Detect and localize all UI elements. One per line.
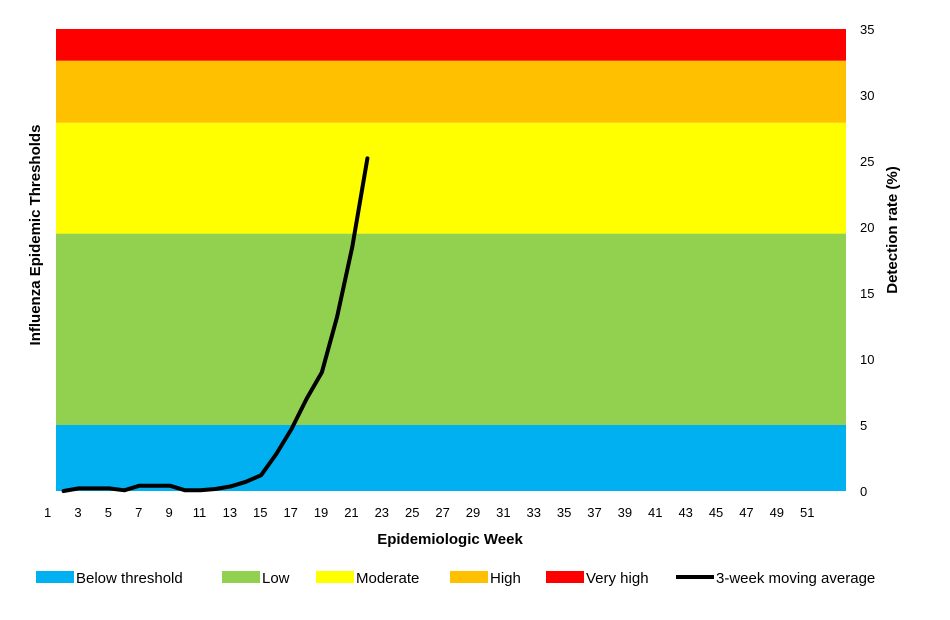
legend-label: Low <box>262 570 290 587</box>
y-tick-label: 5 <box>860 418 867 433</box>
y-tick-label: 35 <box>860 22 874 37</box>
legend-label: 3-week moving average <box>716 570 875 587</box>
x-tick-label: 9 <box>166 505 173 520</box>
x-tick-label: 33 <box>527 505 541 520</box>
x-tick-label: 39 <box>618 505 632 520</box>
x-tick-label: 41 <box>648 505 662 520</box>
x-tick-label: 15 <box>253 505 267 520</box>
band-low <box>56 233 846 425</box>
legend-label: Below threshold <box>76 570 183 587</box>
y-tick-label: 20 <box>860 220 874 235</box>
x-tick-label: 5 <box>105 505 112 520</box>
x-tick-label: 37 <box>587 505 601 520</box>
x-tick-label: 47 <box>739 505 753 520</box>
x-tick-label: 49 <box>770 505 784 520</box>
x-tick-labels: 1 3 5 7 9 11 13 15 17 19 21 23 25 27 29 31 33 35 37 39 41 43 4… <box>44 505 814 520</box>
x-tick-label: 1 <box>44 505 51 520</box>
x-tick-label: 27 <box>435 505 449 520</box>
x-tick-label: 19 <box>314 505 328 520</box>
legend-label: Moderate <box>356 570 419 587</box>
x-tick-label: 11 <box>193 505 207 520</box>
x-tick-label: 29 <box>466 505 480 520</box>
legend: Below threshold Low Moderate High Very high 3… <box>36 570 875 587</box>
y-tick-label: 10 <box>860 352 874 367</box>
x-tick-label: 21 <box>344 505 358 520</box>
band-high <box>56 60 846 123</box>
band-very-high <box>56 29 846 61</box>
x-tick-label: 25 <box>405 505 419 520</box>
y-tick-label: 30 <box>860 88 874 103</box>
x-tick-label: 43 <box>678 505 692 520</box>
band-below-threshold <box>56 425 846 491</box>
x-tick-label: 31 <box>496 505 510 520</box>
legend-label: High <box>490 570 521 587</box>
legend-swatch <box>546 571 584 583</box>
x-tick-label: 23 <box>375 505 389 520</box>
legend-swatch <box>450 571 488 583</box>
x-tick-label: 7 <box>135 505 142 520</box>
legend-label: Very high <box>586 570 649 587</box>
y-tick-labels: 0 5 10 15 20 25 30 35 <box>860 22 874 499</box>
y-tick-label: 25 <box>860 154 874 169</box>
y-tick-label: 15 <box>860 286 874 301</box>
series-lines <box>61 156 370 493</box>
legend-swatch <box>316 571 354 583</box>
x-axis-title: Epidemiologic Week <box>377 531 523 548</box>
legend-swatch <box>222 571 260 583</box>
x-tick-label: 3 <box>74 505 81 520</box>
x-tick-label: 45 <box>709 505 723 520</box>
x-tick-label: 51 <box>800 505 814 520</box>
x-tick-label: 17 <box>283 505 297 520</box>
y-axis-title-right: Detection rate (%) <box>884 166 901 294</box>
y-tick-label: 0 <box>860 484 867 499</box>
legend-swatch <box>36 571 74 583</box>
y-axis-title-left: Influenza Epidemic Thresholds <box>27 125 44 346</box>
threshold-bands <box>56 29 846 491</box>
series-line-0 <box>61 156 370 493</box>
x-tick-label: 35 <box>557 505 571 520</box>
band-moderate <box>56 122 846 234</box>
x-tick-label: 13 <box>223 505 237 520</box>
